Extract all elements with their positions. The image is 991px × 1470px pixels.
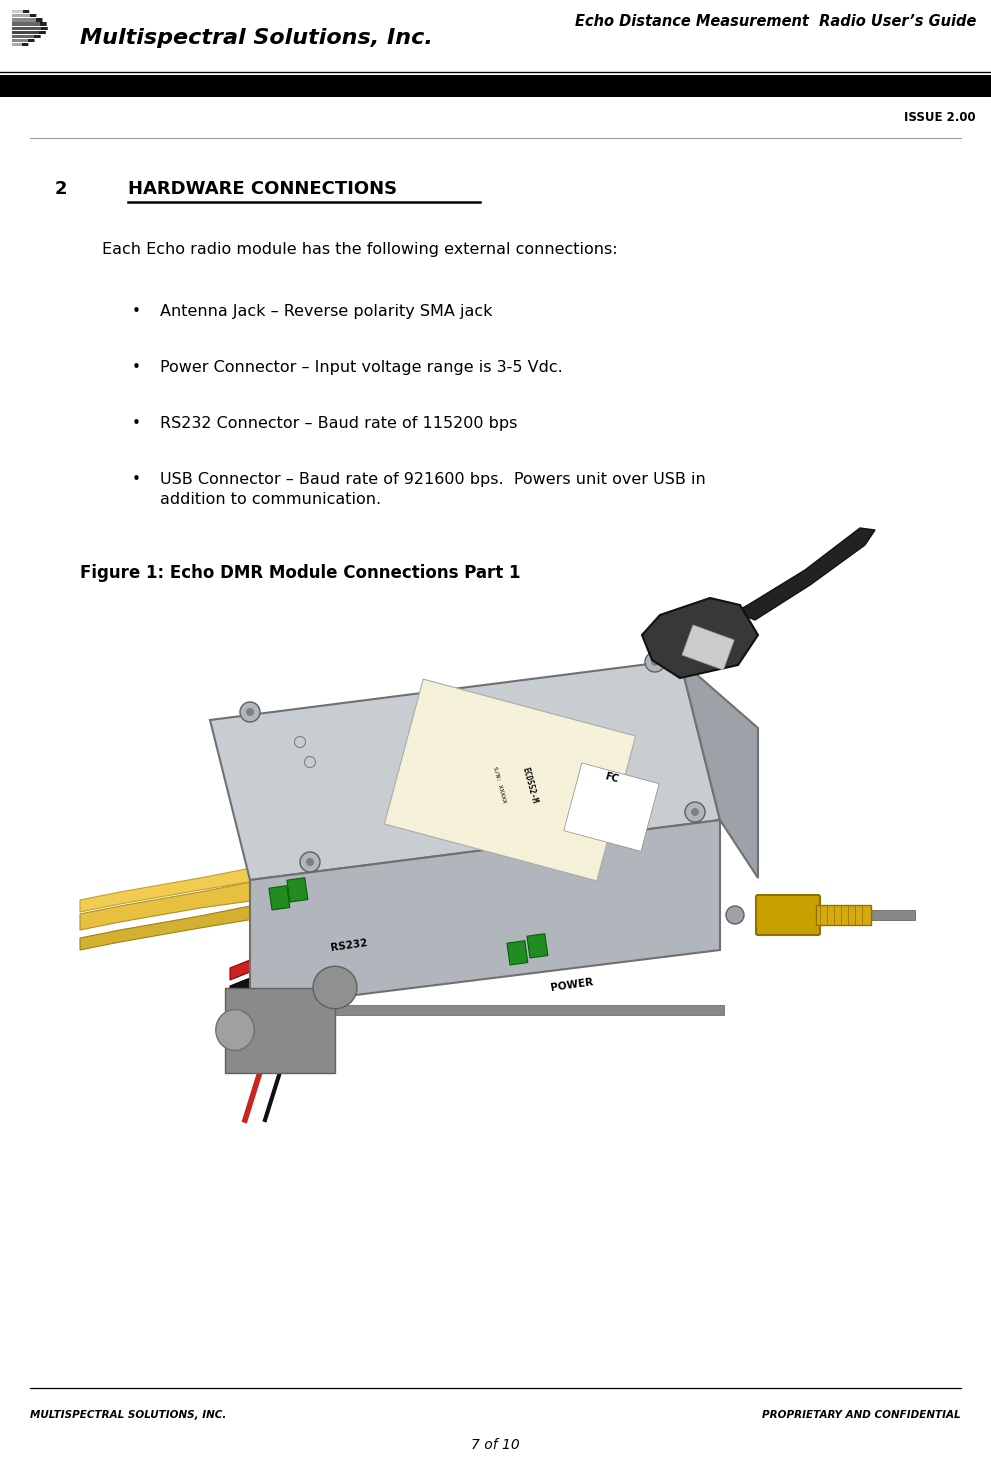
Circle shape [240, 703, 260, 722]
Bar [682, 625, 734, 670]
Bar [269, 886, 289, 910]
Bar [12, 35, 41, 38]
Bar [12, 15, 38, 18]
Polygon shape [642, 598, 758, 678]
Bar [23, 10, 29, 13]
Bar [527, 933, 548, 958]
Text: 2: 2 [55, 179, 67, 198]
Circle shape [651, 659, 659, 666]
Text: RS232: RS232 [330, 938, 369, 953]
Text: MULTISPECTRAL SOLUTIONS, INC.: MULTISPECTRAL SOLUTIONS, INC. [30, 1410, 226, 1420]
Polygon shape [250, 820, 720, 1008]
Polygon shape [80, 904, 260, 950]
Text: Echo Distance Measurement  Radio User’s Guide: Echo Distance Measurement Radio User’s G… [575, 15, 976, 29]
Polygon shape [230, 932, 510, 980]
Bar [28, 38, 34, 43]
Ellipse shape [216, 1010, 255, 1051]
Bar [12, 26, 48, 29]
Bar [870, 910, 915, 920]
Text: PROPRIETARY AND CONFIDENTIAL: PROPRIETARY AND CONFIDENTIAL [762, 1410, 961, 1420]
Bar [287, 878, 308, 903]
Polygon shape [680, 660, 758, 878]
Bar [0, 75, 991, 97]
Bar [12, 19, 44, 22]
Circle shape [300, 853, 320, 872]
Text: HARDWARE CONNECTIONS: HARDWARE CONNECTIONS [128, 179, 397, 198]
Bar [12, 22, 47, 25]
Bar [37, 19, 43, 22]
Ellipse shape [313, 966, 357, 1008]
Bar [40, 22, 46, 25]
Polygon shape [80, 864, 272, 911]
Text: USB Connector – Baud rate of 921600 bps.  Powers unit over USB in
addition to co: USB Connector – Baud rate of 921600 bps.… [160, 472, 706, 507]
Circle shape [691, 809, 699, 816]
Text: ECD552-M: ECD552-M [521, 766, 539, 804]
Text: S/N: XXXXX: S/N: XXXXX [493, 766, 507, 804]
Bar [12, 43, 29, 46]
Text: Multispectral Solutions, Inc.: Multispectral Solutions, Inc. [80, 28, 433, 49]
Bar [41, 26, 47, 29]
Text: Each Echo radio module has the following external connections:: Each Echo radio module has the following… [102, 243, 617, 257]
Text: POWER: POWER [550, 978, 594, 992]
FancyBboxPatch shape [756, 895, 820, 935]
Bar [12, 31, 46, 34]
Circle shape [726, 906, 744, 925]
Text: FC: FC [604, 772, 620, 785]
Bar [816, 906, 871, 925]
Text: Figure 1: Echo DMR Module Connections Part 1: Figure 1: Echo DMR Module Connections Pa… [80, 564, 520, 582]
Polygon shape [230, 953, 510, 998]
Circle shape [685, 803, 705, 822]
Text: •: • [132, 416, 141, 431]
Bar [564, 763, 659, 851]
Text: RS232 Connector – Baud rate of 115200 bps: RS232 Connector – Baud rate of 115200 bp… [160, 416, 517, 431]
Bar [39, 31, 45, 34]
Text: Antenna Jack – Reverse polarity SMA jack: Antenna Jack – Reverse polarity SMA jack [160, 304, 493, 319]
Bar [225, 988, 335, 1073]
Text: •: • [132, 304, 141, 319]
Text: Power Connector – Input voltage range is 3-5 Vdc.: Power Connector – Input voltage range is… [160, 360, 563, 375]
Bar [250, 1005, 724, 1014]
Circle shape [246, 709, 254, 716]
Bar [507, 941, 528, 964]
Bar [12, 10, 30, 13]
Text: •: • [132, 472, 141, 487]
Bar [30, 15, 37, 18]
Circle shape [645, 653, 665, 672]
Polygon shape [80, 878, 272, 931]
Polygon shape [210, 660, 720, 881]
Text: 7 of 10: 7 of 10 [471, 1438, 520, 1452]
Polygon shape [735, 528, 875, 620]
Bar [22, 43, 28, 46]
Text: ISSUE 2.00: ISSUE 2.00 [905, 112, 976, 125]
Bar [34, 35, 40, 38]
Bar [12, 38, 35, 43]
Bar [385, 679, 635, 881]
Text: •: • [132, 360, 141, 375]
Circle shape [306, 858, 314, 866]
